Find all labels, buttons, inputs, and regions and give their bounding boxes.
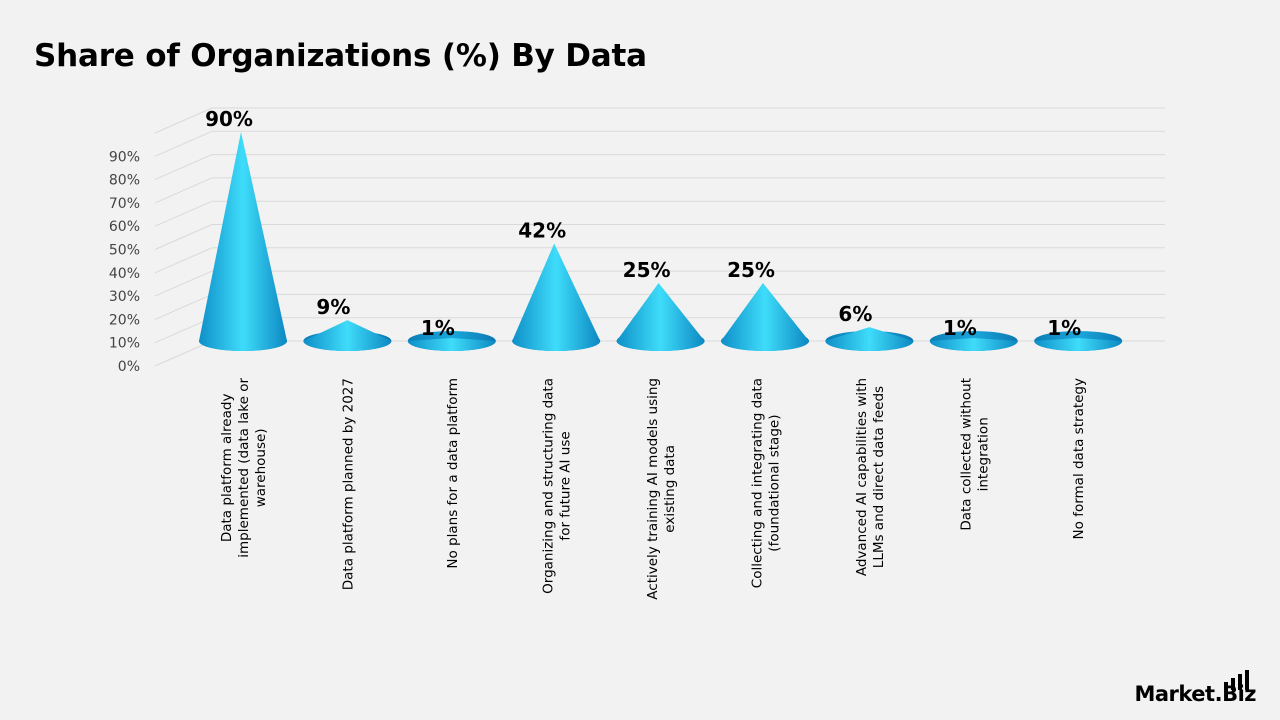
gridline-side — [154, 154, 213, 181]
data-label: 42% — [518, 218, 566, 242]
x-tick-label: No plans for a data platform — [445, 378, 461, 569]
bar-chart-icon — [1224, 670, 1249, 690]
cone-body — [616, 282, 705, 351]
x-tick-label-line: Data platform planned by 2027 — [340, 378, 356, 590]
gridline-side — [154, 340, 213, 367]
gridline-side — [154, 247, 213, 274]
cone-body — [407, 338, 496, 352]
cone-bar — [407, 331, 496, 352]
data-label: 90% — [205, 107, 253, 131]
cone-bar — [199, 132, 287, 351]
data-label: 1% — [421, 316, 455, 340]
gridline-side — [154, 224, 213, 250]
x-tick-label-line: implemented (data lake or — [236, 378, 252, 558]
y-tick-label: 20% — [109, 312, 140, 328]
x-tick-label-line: warehouse) — [253, 428, 269, 507]
cone-body — [825, 327, 914, 352]
x-tick-label-line: Data platform already — [219, 394, 235, 543]
y-tick-label: 10% — [109, 336, 140, 352]
chart-title: Share of Organizations (%) By Data — [34, 38, 647, 74]
y-tick-label: 30% — [109, 289, 140, 305]
gridline-side — [154, 270, 213, 297]
y-tick-label: 40% — [109, 266, 140, 282]
x-tick-label: Advanced AI capabilities withLLMs and di… — [854, 378, 887, 576]
cone-body — [303, 320, 392, 352]
data-labels: 90% 9% 1% 42% 25% 25% 6% 1% 1% — [205, 107, 1081, 340]
y-tick-label: 70% — [109, 196, 140, 212]
cone-bar — [1034, 331, 1123, 352]
cone-body — [721, 282, 809, 351]
cone-body — [199, 132, 287, 351]
x-tick-label-line: integration — [975, 417, 991, 491]
cone-body — [929, 338, 1018, 352]
x-tick-label-line: No plans for a data platform — [445, 378, 461, 569]
market-biz-logo: Market.Biz — [1134, 670, 1256, 706]
x-tick-label: Data platform planned by 2027 — [340, 378, 356, 590]
gridline-side — [154, 107, 213, 134]
y-tick-label: 60% — [109, 219, 140, 235]
y-tick-label: 50% — [109, 243, 140, 259]
x-tick-label-line: for future AI use — [558, 431, 574, 540]
x-tick-label: Organizing and structuring datafor futur… — [541, 378, 574, 594]
gridline-side — [154, 293, 213, 320]
x-tick-label-line: Collecting and integrating data — [750, 378, 766, 588]
x-tick-label-line: LLMs and direct data feeds — [871, 386, 887, 568]
x-tick-label: Data platform alreadyimplemented (data l… — [219, 378, 269, 558]
x-tick-label-line: (foundational stage) — [767, 415, 783, 552]
logo-text: Market.Biz — [1134, 682, 1256, 706]
x-tick-label-line: Advanced AI capabilities with — [854, 378, 870, 576]
cone-bar — [512, 243, 601, 352]
cone-bar — [929, 331, 1018, 352]
cone-bar — [721, 282, 809, 351]
y-tick-label: 90% — [109, 149, 140, 165]
data-label: 1% — [1047, 316, 1081, 340]
cone-body — [512, 243, 601, 352]
x-tick-label-line: Actively training AI models using — [645, 378, 661, 600]
x-tick-label: Actively training AI models usingexistin… — [645, 378, 678, 600]
x-tick-label-line: Organizing and structuring data — [541, 378, 557, 594]
cone-body — [1034, 338, 1123, 352]
x-tick-label: Data collected withoutintegration — [958, 378, 991, 531]
y-axis: 0% 10% 20% 30% 40% 50% 60% 70% 80% 90% — [109, 149, 140, 375]
data-label: 9% — [316, 295, 350, 319]
x-tick-label: Collecting and integrating data(foundati… — [750, 378, 783, 588]
x-tick-label-line: No formal data strategy — [1071, 378, 1087, 539]
data-label: 25% — [727, 258, 775, 282]
gridline-side — [154, 200, 213, 227]
cone-bar — [616, 282, 705, 351]
x-tick-label-line: Data collected without — [958, 378, 974, 531]
y-tick-label: 80% — [109, 173, 140, 189]
cone-bar — [825, 327, 914, 352]
gridline-side — [154, 177, 213, 204]
x-tick-label-line: existing data — [662, 445, 678, 533]
data-label: 6% — [838, 302, 872, 326]
gridline-side — [154, 317, 213, 344]
y-tick-label: 0% — [118, 359, 140, 375]
gridline-side — [154, 130, 213, 157]
cone-bar — [303, 320, 392, 352]
cones — [199, 132, 1123, 352]
data-label: 25% — [623, 258, 671, 282]
x-axis: Data platform alreadyimplemented (data l… — [219, 378, 1087, 600]
x-tick-label: No formal data strategy — [1071, 378, 1087, 539]
data-label: 1% — [943, 316, 977, 340]
